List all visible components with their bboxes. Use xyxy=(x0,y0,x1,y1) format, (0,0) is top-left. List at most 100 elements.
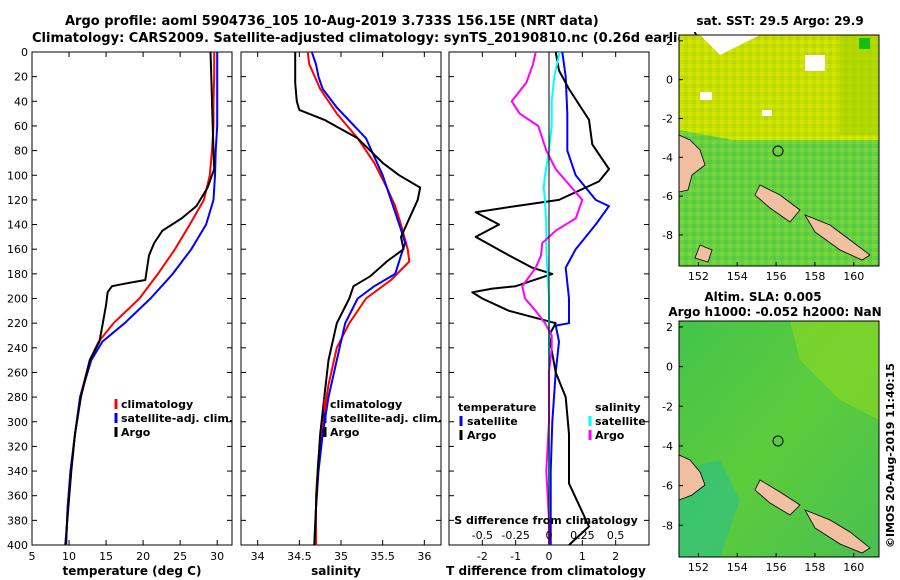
map-y-tick-label: -6 xyxy=(662,480,673,493)
series-line-t-argo xyxy=(471,52,610,545)
map-y-tick-label: 0 xyxy=(666,74,673,87)
sla-map xyxy=(679,321,879,557)
y-tick-label: 40 xyxy=(14,95,28,108)
y-tick-label: 280 xyxy=(7,391,28,404)
difference-axis-label: T difference from climatology xyxy=(446,564,646,578)
coastline-icon xyxy=(679,134,706,193)
legend-label: climatology xyxy=(121,398,193,411)
legend-title-salinity: salinity xyxy=(595,401,641,414)
map-y-tick-label: -8 xyxy=(662,519,673,532)
salinity-axis-label: salinity xyxy=(311,564,361,578)
legend-label: satellite-adj. clim. xyxy=(330,412,442,425)
temperature-chart: 0 20 40 60 80 100 120 140 160 180 200 220 240 260 280 3… xyxy=(7,46,233,563)
map-y-tick-label: -8 xyxy=(662,229,673,242)
sla-map-title2: Argo h1000: -0.052 h2000: NaN xyxy=(668,305,881,319)
y-tick-label: 120 xyxy=(7,194,28,207)
salinity-plot-frame xyxy=(240,51,442,546)
temperature-axis-label: temperature (deg C) xyxy=(63,564,202,578)
y-tick-label: 300 xyxy=(7,416,28,429)
y-tick-label: 340 xyxy=(7,465,28,478)
map-y-tick-label: 0 xyxy=(666,361,673,374)
map-x-tick-label: 152 xyxy=(688,561,709,574)
y-tick-label: 360 xyxy=(7,490,28,503)
y-tick-label: 140 xyxy=(7,219,28,232)
map-x-tick-label: 154 xyxy=(727,561,748,574)
x-tick-label: 34.5 xyxy=(287,550,312,563)
y-tick-label: 240 xyxy=(7,342,28,355)
series-line-satellite-adj-clim- xyxy=(65,52,219,545)
y-tick-label: 160 xyxy=(7,243,28,256)
y-tick-label: 0 xyxy=(21,46,28,59)
legend-label: satellite-adj. clim. xyxy=(121,412,233,425)
series-line-climatology xyxy=(65,52,216,545)
map-y-tick-label: 2 xyxy=(666,321,673,334)
map-y-tick-label: -2 xyxy=(662,112,673,125)
legend-label: Argo xyxy=(595,429,625,442)
sla-map-axes: 152 154 156 158 160 2 0 -2 -4 -6 -8 xyxy=(662,321,864,574)
x-tick-label: 20 xyxy=(136,550,150,563)
argo-location-marker-sla xyxy=(772,435,784,447)
legend-label: climatology xyxy=(330,398,402,411)
s-difference-tick-label: -0.5 xyxy=(472,529,493,542)
map-y-tick-label: -6 xyxy=(662,190,673,203)
y-tick-label: 180 xyxy=(7,268,28,281)
sst-map xyxy=(679,35,879,266)
sst-map-axes: 152 154 156 158 160 2 0 -2 -4 -6 -8 xyxy=(662,35,864,283)
sst-green-square xyxy=(859,38,870,49)
map-x-tick-label: 158 xyxy=(804,270,825,283)
imos-credit: ©IMOS 20-Aug-2019 11:40:15 xyxy=(884,363,897,548)
x-tick-label: -2 xyxy=(477,550,488,563)
map-x-tick-label: 156 xyxy=(766,561,787,574)
y-tick-label: 100 xyxy=(7,169,28,182)
temperature-plot-frame xyxy=(31,51,233,546)
x-tick-label: 2 xyxy=(612,550,619,563)
map-y-tick-label: -2 xyxy=(662,400,673,413)
x-tick-label: 30 xyxy=(210,550,224,563)
x-tick-label: 1 xyxy=(579,550,586,563)
map-y-tick-label: -4 xyxy=(662,151,673,164)
argo-location-marker xyxy=(772,145,784,157)
legend-label: satellite xyxy=(595,415,646,428)
y-tick-label: 260 xyxy=(7,366,28,379)
map-x-tick-label: 158 xyxy=(804,561,825,574)
map-x-tick-label: 152 xyxy=(688,270,709,283)
x-tick-label: 15 xyxy=(99,550,113,563)
legend-label: Argo xyxy=(330,426,360,439)
y-tick-label: 80 xyxy=(14,145,28,158)
series-line-t-satellite xyxy=(549,52,610,545)
y-tick-label: 400 xyxy=(7,539,28,552)
x-tick-label: 36 xyxy=(417,550,431,563)
s-difference-tick-label: -0.25 xyxy=(501,529,529,542)
legend-title-temperature: temperature xyxy=(458,401,536,414)
map-x-tick-label: 160 xyxy=(843,270,864,283)
y-tick-label: 380 xyxy=(7,514,28,527)
y-tick-label: 320 xyxy=(7,440,28,453)
x-tick-label: -1 xyxy=(510,550,521,563)
s-difference-tick-label: 0.5 xyxy=(607,529,625,542)
y-tick-label: 220 xyxy=(7,317,28,330)
series-line-satellite-adj-clim- xyxy=(310,52,407,545)
map-x-tick-label: 156 xyxy=(766,270,787,283)
series-line-s-argo xyxy=(510,52,584,545)
sst-cloud-gap xyxy=(700,35,760,55)
x-tick-label: 34 xyxy=(251,550,265,563)
x-tick-label: 5 xyxy=(29,550,36,563)
s-difference-tick-label: 0.25 xyxy=(570,529,595,542)
map-y-tick-label: -4 xyxy=(662,440,673,453)
s-difference-axis-label: S difference from climatology xyxy=(454,514,638,527)
figure-title-line2: Climatology: CARS2009. Satellite-adjuste… xyxy=(32,31,699,46)
x-tick-label: 35 xyxy=(334,550,348,563)
sla-map-title1: Altim. SLA: 0.005 xyxy=(704,290,821,304)
x-tick-label: 25 xyxy=(173,550,187,563)
legend-label: satellite xyxy=(467,415,518,428)
y-tick-label: 60 xyxy=(14,120,28,133)
legend-label: Argo xyxy=(467,429,497,442)
map-y-tick-label: 2 xyxy=(666,35,673,48)
map-x-tick-label: 160 xyxy=(843,561,864,574)
x-tick-label: 10 xyxy=(62,550,76,563)
x-tick-label: 0 xyxy=(546,550,553,563)
figure-title-line1: Argo profile: aoml 5904736_105 10-Aug-20… xyxy=(65,14,599,29)
s-difference-tick-label: 0 xyxy=(546,529,553,542)
